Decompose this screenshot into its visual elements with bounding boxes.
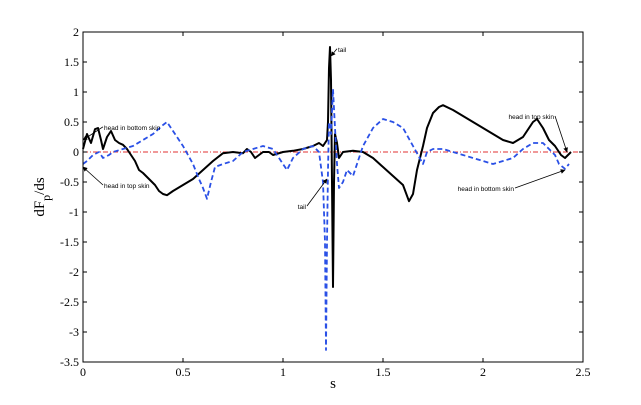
y-tick-label: -2.5 (60, 295, 79, 309)
y-tick-label: -0.5 (60, 175, 79, 189)
annotation-label: head in top skin (104, 183, 150, 190)
series-line-2 (82, 88, 570, 351)
y-tick-label: -2 (69, 265, 79, 279)
annotation-label: head in bottom skin (458, 186, 515, 193)
y-tick-label: 0 (73, 145, 79, 159)
x-tick-label: 1.5 (376, 365, 391, 379)
x-axis-title: s (330, 376, 336, 392)
y-tick-label: 1 (73, 85, 79, 99)
ticks-layer: 0 0.5 1 1.5 2 2.5 2 1.5 1 0.5 0 -0.5 -1 -1.5 -2 -2.5 -3 -… (60, 25, 591, 379)
annotation-arrow (330, 48, 338, 57)
annotation-arrow (306, 178, 328, 207)
y-tick-label: -1.5 (60, 235, 79, 249)
x-tick-label: 0.5 (176, 365, 191, 379)
annotation-label: head in top skin (508, 114, 554, 121)
y-axis-title-main: dF (32, 201, 48, 217)
annotation-label: tail (298, 204, 307, 211)
y-axis-title-subscript: p (39, 195, 53, 201)
y-axis-title-tail: /ds (32, 177, 48, 195)
series-line-1 (82, 46, 572, 288)
annotations-layer: head in bottom skin head in top skin tail t… (82, 47, 568, 211)
y-tick-label: -1 (69, 205, 79, 219)
plot-frame (82, 31, 584, 363)
x-tick-label: 1 (280, 365, 286, 379)
y-tick-label: 2 (73, 25, 79, 39)
x-tick-label: 2 (480, 365, 486, 379)
annotation-arrow (82, 126, 104, 141)
y-tick-label: 1.5 (64, 55, 79, 69)
x-tick-label: 0 (80, 365, 86, 379)
annotation-arrow (514, 169, 566, 189)
annotation-label: tail (338, 47, 347, 54)
y-axis-title: dFp/ds (32, 177, 53, 217)
annotation-arrow (554, 115, 568, 153)
series-layer (82, 46, 572, 351)
y-tick-label: -3.5 (60, 355, 79, 369)
x-tick-label: 2.5 (576, 365, 591, 379)
y-tick-label: 0.5 (64, 115, 79, 129)
y-tick-label: -3 (69, 325, 79, 339)
annotation-arrow (82, 166, 104, 186)
annotation-label: head in bottom skin (104, 125, 161, 132)
